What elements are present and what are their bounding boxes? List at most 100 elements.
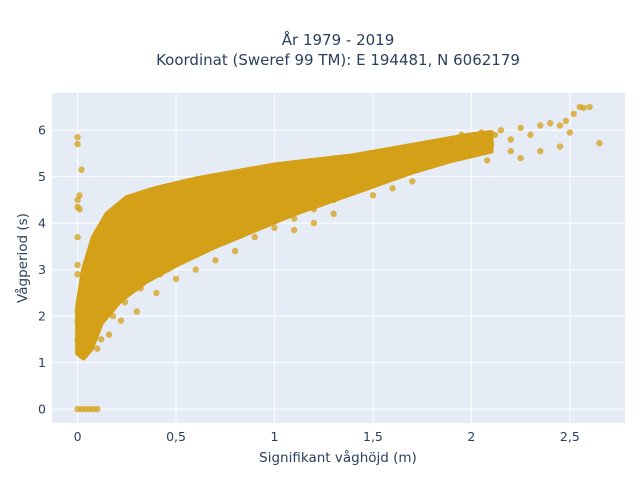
x-tick-label: 1	[271, 429, 279, 444]
scatter-point	[399, 150, 406, 157]
scatter-point	[182, 180, 190, 187]
scatter-point	[129, 229, 136, 236]
scatter-point	[263, 178, 270, 185]
scatter-point	[527, 131, 534, 138]
scatter-point	[497, 127, 505, 134]
scatter-point	[224, 182, 231, 190]
scatter-point	[271, 224, 278, 231]
scatter-point	[157, 271, 164, 278]
scatter-point	[74, 308, 81, 315]
scatter-point	[596, 140, 603, 147]
scatter-point	[251, 233, 258, 241]
scatter-point	[239, 210, 247, 217]
scatter-point	[143, 194, 150, 201]
scatter-point	[231, 247, 239, 255]
scatter-point	[212, 257, 219, 264]
scatter-point	[291, 215, 298, 222]
scatter-point	[409, 178, 416, 185]
scatter-point	[507, 147, 514, 155]
scatter-point	[409, 164, 416, 171]
scatter-point	[192, 266, 199, 273]
scatter-point	[78, 166, 85, 173]
scatter-point	[86, 317, 93, 324]
scatter-point	[377, 154, 384, 162]
scatter-point	[168, 196, 176, 204]
scatter-point	[291, 226, 298, 234]
scatter-point	[133, 308, 140, 315]
y-tick-label: 0	[38, 402, 46, 417]
scatter-point	[74, 336, 81, 343]
scatter-point	[74, 196, 81, 204]
scatter-point	[125, 252, 132, 259]
scatter-point	[113, 219, 121, 227]
scatter-point	[204, 192, 211, 199]
scatter-point	[113, 243, 121, 250]
scatter-point	[90, 266, 97, 273]
chart-title-line2: Koordinat (Sweref 99 TM): E 194481, N 60…	[156, 51, 520, 69]
scatter-point	[537, 147, 544, 155]
y-tick-label: 3	[38, 262, 46, 277]
scatter-point	[222, 201, 229, 208]
scatter-point	[472, 136, 479, 143]
scatter-point	[202, 210, 209, 217]
scatter-point	[298, 187, 306, 194]
scatter-point	[113, 203, 121, 211]
scatter-point	[88, 303, 95, 310]
scatter-point	[556, 143, 564, 150]
scatter-point	[74, 317, 81, 324]
scatter-point	[547, 120, 554, 127]
scatter-point	[452, 140, 459, 148]
scatter-point	[556, 122, 564, 129]
scatter-point	[163, 233, 170, 241]
scatter-point	[103, 233, 111, 241]
scatter-point	[165, 215, 172, 222]
scatter-point	[121, 299, 129, 306]
x-axis-ticks: 0 0,5 1 1,5 2 2,5	[74, 429, 580, 444]
scatter-point	[117, 317, 125, 324]
scatter-point	[172, 182, 180, 190]
scatter-point	[74, 233, 81, 241]
scatter-point	[172, 275, 180, 283]
scatter-point	[141, 266, 148, 273]
scatter-point	[94, 345, 101, 352]
scatter-point	[369, 178, 377, 185]
scatter-point	[448, 150, 455, 157]
scatter-point	[109, 312, 117, 320]
y-tick-label: 1	[38, 355, 46, 370]
scatter-point	[281, 182, 288, 190]
scatter-point	[84, 345, 91, 352]
scatter-point	[100, 275, 107, 283]
x-axis-title: Signifikant våghöjd (m)	[259, 449, 417, 466]
scatter-point	[580, 104, 587, 112]
scatter-point	[241, 196, 249, 204]
scatter-point	[517, 154, 524, 162]
scatter-point	[74, 271, 81, 278]
scatter-point	[562, 117, 570, 125]
scatter-point	[94, 312, 101, 320]
scatter-point	[369, 192, 377, 199]
x-tick-label: 2,5	[560, 429, 580, 444]
scatter-point	[90, 285, 97, 292]
scatter-point	[320, 164, 327, 171]
scatter-point	[94, 238, 101, 245]
scatter-point	[259, 206, 266, 213]
scatter-point	[373, 164, 381, 171]
scatter-point	[161, 252, 168, 259]
scatter-point	[354, 173, 361, 180]
scatter-point	[74, 261, 81, 269]
scatter-point	[216, 238, 223, 245]
chart-title-line1: År 1979 - 2019	[282, 30, 395, 49]
y-axis-title: Vågperiod (s)	[14, 213, 31, 303]
scatter-point	[484, 157, 491, 164]
scatter-point	[143, 243, 150, 250]
scatter-point	[98, 336, 105, 343]
scatter-point	[76, 206, 83, 213]
y-tick-label: 6	[38, 123, 46, 138]
scatter-points	[74, 103, 603, 413]
x-tick-label: 1,5	[363, 429, 383, 444]
y-axis-ticks: 0 1 2 3 4 5 6	[38, 123, 46, 417]
scatter-point	[350, 187, 357, 194]
scatter-point	[393, 159, 400, 166]
